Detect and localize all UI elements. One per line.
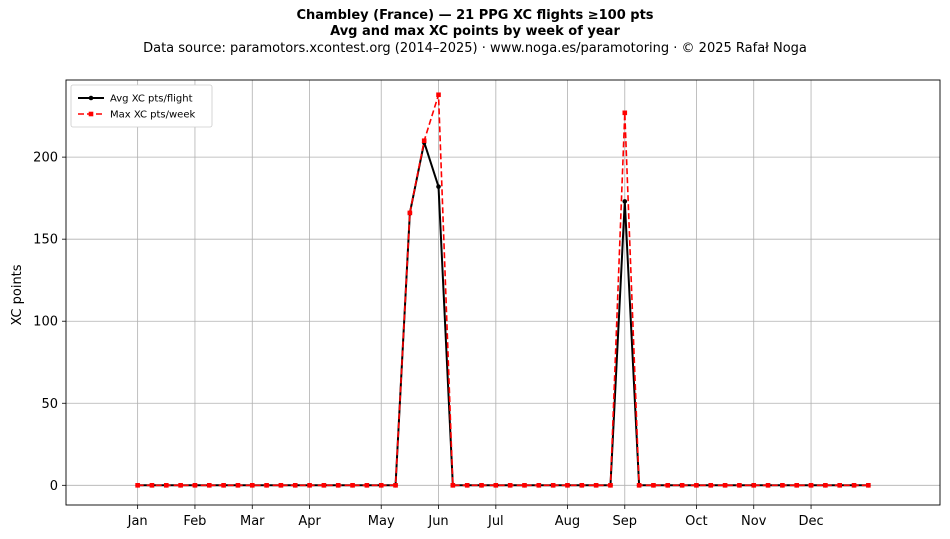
x-tick-label: Oct (685, 514, 707, 529)
data-point-max (493, 483, 499, 488)
data-point-max (808, 483, 814, 488)
data-point-max (866, 483, 871, 488)
legend-entry-label: Max XC pts/week (110, 110, 195, 121)
x-tick-label: Dec (798, 514, 823, 529)
data-point-max (278, 483, 284, 488)
data-point-max (823, 483, 828, 488)
data-point-max (321, 483, 327, 488)
chart-title: Chambley (France) — 21 PPG XC flights ≥1… (296, 8, 654, 23)
data-point-max (550, 483, 556, 488)
legend-box (70, 84, 213, 128)
x-tick-label: Jun (427, 514, 448, 529)
data-point-max (636, 483, 642, 488)
data-point-max (479, 483, 484, 488)
y-tick-label: 100 (33, 315, 58, 330)
data-point-max (249, 483, 255, 488)
legend-swatch-marker (88, 95, 94, 101)
x-tick-label: Sep (613, 514, 638, 529)
x-tick-label: Nov (741, 514, 767, 529)
chart-title-block: Chambley (France) — 21 PPG XC flights ≥1… (0, 8, 950, 58)
axes-layer: Jan Feb Mar Apr May Jun Jul Aug Sep Oct Nov Dec 0 50 1… (33, 79, 941, 529)
data-point-max (421, 138, 427, 144)
data-point-avg (622, 199, 628, 204)
y-tick-label: 150 (33, 233, 58, 248)
legend: Avg XC pts/flight Max XC pts/week (70, 84, 213, 128)
data-point-max (335, 483, 341, 488)
data-point-max (350, 483, 355, 488)
data-point-max (536, 483, 542, 488)
data-point-max (565, 483, 570, 488)
chart-subtitle: Avg and max XC points by week of year (330, 24, 620, 39)
x-tick-label: Feb (183, 514, 206, 529)
data-point-max (751, 483, 757, 488)
data-point-max (851, 483, 857, 488)
data-point-max (651, 483, 656, 488)
y-axis-label: XC points (10, 264, 25, 325)
series-line-max (137, 93, 869, 487)
x-tick-label: Aug (555, 514, 580, 529)
data-point-max (765, 483, 771, 488)
data-point-max (149, 483, 155, 488)
data-point-max (393, 483, 398, 488)
data-point-max (694, 483, 699, 488)
data-source-note: Data source: paramotors.xcontest.org (20… (143, 41, 807, 56)
data-point-max (221, 483, 226, 488)
data-point-max (178, 483, 183, 488)
data-point-max (722, 483, 728, 488)
data-point-max (464, 483, 470, 488)
data-point-max (364, 483, 370, 488)
x-tick-label: May (368, 514, 395, 529)
x-tick-label: Mar (240, 514, 265, 529)
data-point-max (135, 483, 140, 488)
data-point-max (780, 483, 785, 488)
legend-swatch-marker (88, 111, 94, 117)
data-point-max (292, 483, 298, 488)
grid-layer (66, 80, 940, 505)
x-tick-label: Apr (298, 514, 321, 529)
data-point-max (794, 483, 800, 488)
data-point-max (593, 483, 599, 488)
data-point-max (192, 483, 198, 488)
data-point-max (507, 483, 513, 488)
data-point-max (622, 110, 628, 116)
data-point-avg (436, 184, 441, 189)
data-point-max (264, 483, 269, 488)
data-point-max (579, 483, 585, 488)
data-point-max (378, 483, 384, 488)
data-point-max (450, 483, 456, 488)
data-point-max (436, 92, 441, 98)
data-point-max (679, 483, 685, 488)
data-point-max (163, 483, 169, 488)
data-point-max (307, 483, 312, 488)
legend-entry-label: Avg XC pts/flight (110, 94, 193, 105)
plot-frame (65, 79, 941, 506)
data-point-max (737, 483, 742, 488)
x-tick-label: Jan (127, 514, 148, 529)
data-point-max (665, 483, 671, 488)
series-line-avg (137, 141, 869, 487)
y-tick-label: 200 (33, 151, 58, 166)
data-point-max (235, 483, 241, 488)
data-point-max (522, 483, 527, 488)
data-point-max (608, 483, 613, 488)
y-tick-label: 0 (50, 479, 58, 494)
y-tick-label: 50 (41, 397, 58, 412)
data-point-max (708, 483, 714, 488)
x-tick-label: Jul (487, 514, 504, 529)
data-point-max (407, 210, 413, 216)
series-layer (135, 92, 871, 488)
data-point-max (206, 483, 212, 488)
data-point-max (837, 483, 843, 488)
